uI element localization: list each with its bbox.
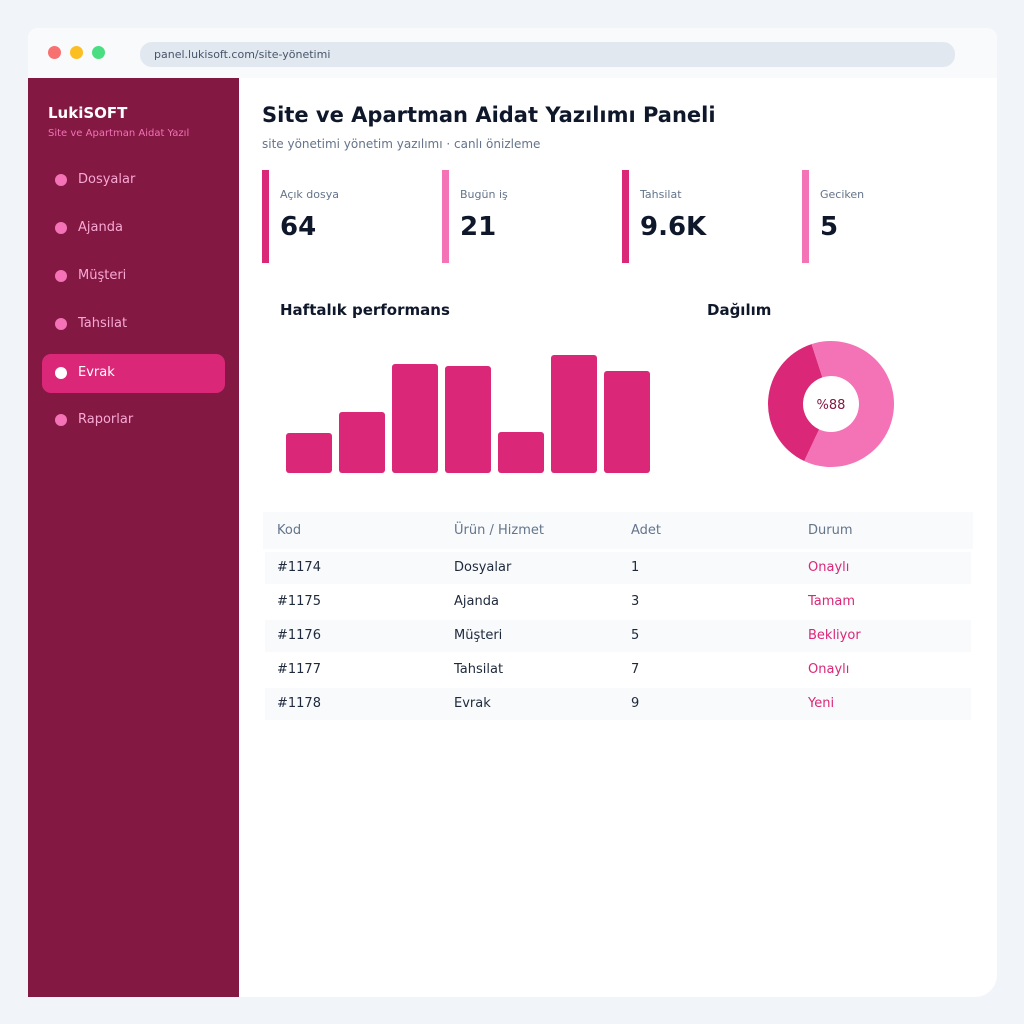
cell-status: Yeni <box>808 696 835 711</box>
cell-status: Bekliyor <box>808 628 861 643</box>
column-header-quantity: Adet <box>631 523 662 538</box>
cell-product: Evrak <box>454 696 491 711</box>
cell-product: Ajanda <box>454 594 499 609</box>
stat-value: 21 <box>460 212 497 242</box>
stat-accent-bar <box>442 170 449 263</box>
table-header: Kod Ürün / Hizmet Adet Durum <box>263 512 973 549</box>
cell-quantity: 9 <box>631 696 640 711</box>
stat-accent-bar <box>802 170 809 263</box>
stat-accent-bar <box>262 170 269 263</box>
donut-center-label: %88 <box>817 398 846 413</box>
stat-value: 9.6K <box>640 212 707 242</box>
cell-product: Müşteri <box>454 628 503 643</box>
stat-value: 64 <box>280 212 317 242</box>
main-content: Site ve Apartman Aidat Yazılımı Paneli s… <box>239 78 997 997</box>
stat-label: Tahsilat <box>640 188 682 201</box>
weekly-performance-chart <box>286 355 650 473</box>
close-window-button[interactable] <box>48 46 61 59</box>
browser-window: panel.lukisoft.com/site-yönetimi LukiSOF… <box>28 28 997 997</box>
page-title: Site ve Apartman Aidat Yazılımı Paneli <box>262 103 716 127</box>
stat-value: 5 <box>820 212 839 242</box>
minimize-window-button[interactable] <box>70 46 83 59</box>
bar-chart-title: Haftalık performans <box>280 301 450 319</box>
table-row[interactable]: #1174 Dosyalar 1 Onaylı <box>265 552 971 584</box>
donut-slice-2 <box>768 344 823 462</box>
donut-slice-1 <box>804 341 894 467</box>
donut-chart-title: Dağılım <box>707 301 772 319</box>
bullet-icon <box>55 414 67 426</box>
cell-quantity: 5 <box>631 628 640 643</box>
page-subtitle: site yönetimi yönetim yazılımı · canlı ö… <box>262 137 541 151</box>
table-row[interactable]: #1175 Ajanda 3 Tamam <box>265 586 971 618</box>
cell-code: #1178 <box>277 696 321 711</box>
cell-code: #1175 <box>277 594 321 609</box>
sidebar-item-label: Müşteri <box>78 268 127 283</box>
sidebar-item-label: Tahsilat <box>78 316 128 331</box>
address-bar[interactable]: panel.lukisoft.com/site-yönetimi <box>140 42 955 67</box>
brand-name: LukiSOFT <box>48 104 128 122</box>
cell-product: Dosyalar <box>454 560 512 575</box>
table-row[interactable]: #1178 Evrak 9 Yeni <box>265 688 971 720</box>
bullet-icon <box>55 174 67 186</box>
stat-label: Bugün iş <box>460 188 508 201</box>
column-header-code: Kod <box>277 523 302 538</box>
column-header-product: Ürün / Hizmet <box>454 523 544 538</box>
sidebar-item-dosyalar[interactable]: Dosyalar <box>42 161 225 200</box>
sidebar-item-label: Dosyalar <box>78 172 136 187</box>
stat-card-overdue: Geciken 5 <box>802 170 972 263</box>
cell-quantity: 7 <box>631 662 640 677</box>
title-bar: panel.lukisoft.com/site-yönetimi <box>28 28 997 78</box>
bullet-icon <box>55 270 67 282</box>
sidebar-item-tahsilat[interactable]: Tahsilat <box>42 305 225 344</box>
table-row[interactable]: #1176 Müşteri 5 Bekliyor <box>265 620 971 652</box>
sidebar-item-label: Evrak <box>78 365 115 380</box>
table-row[interactable]: #1177 Tahsilat 7 Onaylı <box>265 654 971 686</box>
sidebar: LukiSOFT Site ve Apartman Aidat Yazıl Do… <box>28 78 239 997</box>
bullet-icon <box>55 367 67 379</box>
cell-quantity: 1 <box>631 560 640 575</box>
sidebar-item-label: Ajanda <box>78 220 123 235</box>
sidebar-item-ajanda[interactable]: Ajanda <box>42 209 225 248</box>
sidebar-item-label: Raporlar <box>78 412 134 427</box>
stat-label: Geciken <box>820 188 865 201</box>
bar-6 <box>551 355 597 473</box>
cell-status: Tamam <box>808 594 856 609</box>
sidebar-item-raporlar[interactable]: Raporlar <box>42 401 225 440</box>
cell-product: Tahsilat <box>454 662 504 677</box>
bar-7 <box>604 371 650 473</box>
brand-subtitle: Site ve Apartman Aidat Yazıl <box>48 128 190 139</box>
bullet-icon <box>55 318 67 330</box>
stat-card-collection: Tahsilat 9.6K <box>622 170 792 263</box>
bar-2 <box>339 412 385 473</box>
stat-label: Açık dosya <box>280 188 339 201</box>
sidebar-item-evrak[interactable]: Evrak <box>42 354 225 393</box>
bar-3 <box>392 364 438 473</box>
bullet-icon <box>55 222 67 234</box>
stat-card-today-tasks: Bugün iş 21 <box>442 170 612 263</box>
distribution-donut-chart: %88 <box>768 341 894 467</box>
bar-4 <box>445 366 491 473</box>
maximize-window-button[interactable] <box>92 46 105 59</box>
cell-code: #1174 <box>277 560 321 575</box>
cell-quantity: 3 <box>631 594 640 609</box>
stat-accent-bar <box>622 170 629 263</box>
cell-code: #1176 <box>277 628 321 643</box>
cell-code: #1177 <box>277 662 321 677</box>
cell-status: Onaylı <box>808 662 850 677</box>
sidebar-item-musteri[interactable]: Müşteri <box>42 257 225 296</box>
bar-5 <box>498 432 544 473</box>
column-header-status: Durum <box>808 523 853 538</box>
bar-1 <box>286 433 332 473</box>
stat-card-open-files: Açık dosya 64 <box>262 170 432 263</box>
cell-status: Onaylı <box>808 560 850 575</box>
